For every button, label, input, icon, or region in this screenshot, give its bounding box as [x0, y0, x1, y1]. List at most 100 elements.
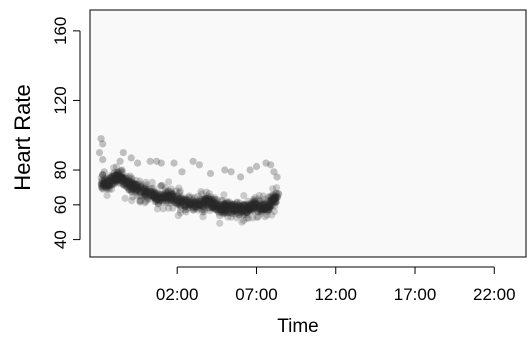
data-point — [203, 196, 211, 204]
data-point — [254, 207, 262, 215]
data-point — [176, 198, 184, 206]
data-point — [237, 204, 245, 212]
data-point — [272, 193, 280, 201]
data-point — [106, 182, 114, 190]
data-point — [206, 200, 214, 208]
data-point — [233, 199, 241, 207]
data-point — [128, 174, 136, 182]
plot-frame — [89, 9, 527, 258]
data-point — [233, 203, 241, 211]
data-point — [185, 201, 194, 209]
data-point — [258, 207, 266, 215]
data-point — [154, 195, 162, 203]
data-point — [239, 207, 247, 215]
data-point — [197, 201, 205, 210]
data-point — [99, 181, 107, 189]
data-point — [186, 200, 194, 209]
data-point — [225, 204, 233, 212]
data-point — [167, 192, 175, 200]
data-point — [174, 212, 182, 220]
data-point — [137, 184, 145, 192]
data-point — [108, 174, 116, 182]
data-point — [264, 206, 272, 214]
data-point — [238, 204, 246, 212]
data-point — [223, 209, 231, 217]
data-point — [213, 206, 221, 214]
data-point — [187, 198, 195, 206]
data-point — [272, 198, 281, 206]
data-point — [209, 201, 217, 209]
data-point — [120, 174, 128, 182]
data-point — [99, 182, 107, 190]
data-point — [123, 177, 131, 185]
data-point — [195, 200, 203, 208]
data-point — [167, 197, 175, 205]
data-point — [205, 204, 213, 212]
data-point — [209, 195, 217, 203]
data-point — [220, 204, 228, 212]
data-point — [224, 199, 232, 207]
data-point — [105, 181, 113, 189]
data-point — [142, 178, 150, 186]
data-point — [136, 197, 144, 205]
data-point — [200, 204, 208, 212]
data-point — [199, 200, 207, 208]
data-point — [187, 200, 195, 208]
data-point — [256, 197, 264, 205]
data-point — [269, 191, 277, 199]
data-point — [139, 187, 147, 195]
data-point — [147, 191, 155, 199]
data-point — [239, 202, 247, 210]
data-point — [180, 196, 189, 204]
data-point — [251, 197, 259, 205]
data-point — [220, 201, 229, 209]
data-point — [129, 185, 137, 193]
data-point — [244, 205, 252, 213]
data-point — [131, 182, 139, 190]
data-point — [126, 183, 134, 191]
data-point — [221, 204, 229, 212]
data-point — [157, 190, 165, 198]
data-point — [98, 183, 106, 191]
data-point — [202, 194, 210, 202]
data-point — [110, 180, 118, 189]
data-point — [188, 199, 196, 207]
data-point — [255, 195, 263, 203]
data-point — [270, 196, 278, 204]
data-point — [156, 192, 164, 200]
data-point — [163, 192, 171, 201]
data-point — [182, 208, 190, 216]
data-point — [148, 184, 156, 192]
data-point — [112, 163, 120, 171]
data-point — [246, 203, 254, 211]
data-point — [262, 203, 270, 211]
data-point — [220, 202, 228, 210]
data-point — [201, 194, 209, 202]
data-point — [250, 208, 258, 216]
data-point — [219, 200, 227, 209]
data-point — [221, 203, 229, 211]
data-point — [240, 201, 248, 209]
data-point — [141, 190, 149, 198]
data-point — [250, 203, 258, 211]
data-point — [243, 209, 251, 217]
data-point — [97, 180, 105, 188]
data-point — [123, 181, 131, 189]
data-point — [220, 207, 228, 215]
data-point — [243, 209, 251, 217]
data-point — [245, 203, 253, 211]
data-point — [207, 198, 215, 206]
data-point — [137, 182, 145, 191]
data-point — [150, 192, 158, 200]
data-point — [247, 205, 255, 213]
data-point — [104, 176, 112, 185]
data-point — [232, 202, 240, 210]
data-point — [266, 204, 274, 212]
data-point — [136, 188, 144, 196]
data-point — [103, 181, 111, 189]
data-point — [116, 172, 124, 180]
data-point — [228, 201, 236, 209]
data-point — [144, 187, 152, 195]
data-point — [186, 200, 194, 208]
data-point — [208, 196, 216, 204]
